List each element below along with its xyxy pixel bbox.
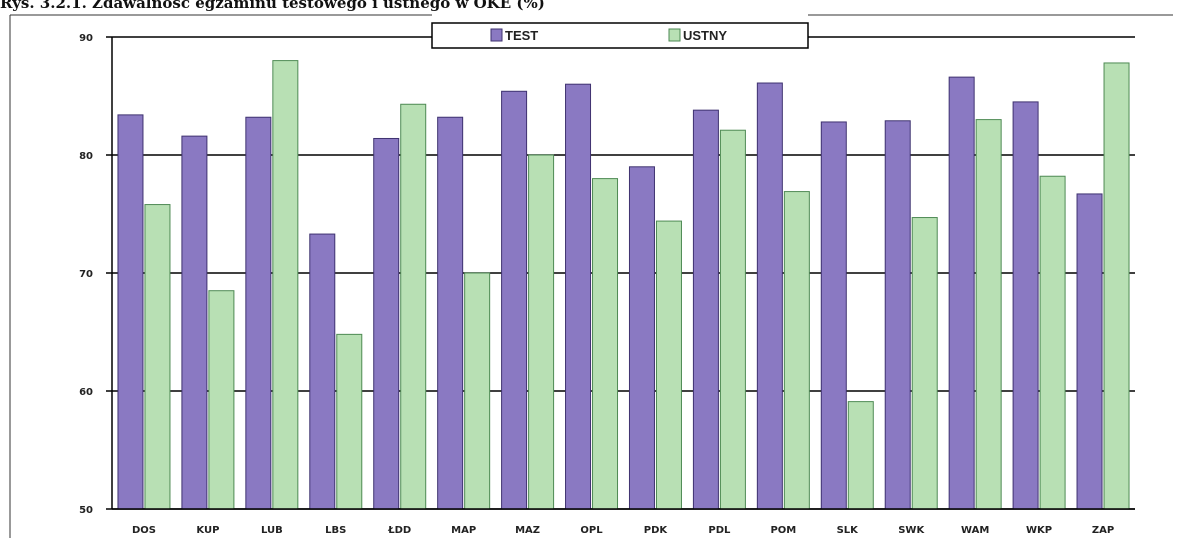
ustny-bar — [783, 191, 810, 510]
ustny-bar — [272, 60, 299, 510]
x-tick-label: LBS — [325, 525, 346, 536]
y-tick-label: 70 — [79, 269, 93, 280]
test-bar — [181, 135, 208, 510]
test-bar — [628, 166, 655, 510]
y-tick-label: 60 — [79, 387, 93, 398]
test-bar — [820, 121, 847, 510]
x-tick-label: POM — [770, 525, 796, 536]
ustny-bar — [592, 178, 619, 510]
test-bar — [884, 120, 911, 510]
ustny-bar — [144, 204, 171, 510]
x-tick-label: ZAP — [1092, 525, 1114, 536]
test-bar — [948, 76, 975, 510]
x-tick-label: LUB — [261, 525, 283, 536]
ustny-bar — [400, 103, 427, 510]
test-bar — [309, 233, 336, 510]
test-bar — [501, 90, 528, 510]
ustny-bar — [975, 119, 1002, 510]
ustny-bar — [1103, 62, 1130, 510]
x-tick-label: MAP — [451, 525, 476, 536]
x-tick-label: MAZ — [515, 525, 540, 536]
test-bar — [1012, 101, 1039, 510]
ustny-bar — [464, 272, 491, 510]
y-tick-label: 90 — [79, 33, 93, 44]
legend-label-ustny: USTNY — [683, 28, 727, 43]
test-bar — [373, 137, 400, 510]
legend-label-test: TEST — [505, 28, 538, 43]
test-bar — [1076, 193, 1103, 510]
test-bar — [117, 114, 144, 510]
test-bar — [756, 82, 783, 510]
y-tick-label: 50 — [79, 505, 93, 516]
ustny-bar — [655, 220, 682, 510]
x-tick-label: WAM — [961, 525, 989, 536]
test-bar — [437, 116, 464, 510]
test-bar — [245, 116, 272, 510]
x-tick-label: SLK — [837, 525, 860, 536]
ustny-bar — [336, 333, 363, 510]
legend-swatch-ustny — [668, 28, 681, 42]
x-tick-label: KUP — [196, 525, 219, 536]
test-bar — [565, 83, 592, 510]
x-tick-label: SWK — [898, 525, 925, 536]
x-tick-label: PDK — [644, 525, 669, 536]
ustny-bar — [847, 401, 874, 510]
legend-swatch-test — [490, 28, 503, 42]
ustny-bar — [528, 154, 555, 510]
ustny-bar — [911, 217, 938, 510]
x-tick-label: PDL — [708, 525, 731, 536]
ustny-bar — [719, 129, 746, 510]
test-bar — [692, 109, 719, 510]
legend-box — [431, 22, 809, 49]
x-tick-label: DOS — [132, 525, 156, 536]
ustny-bar — [208, 290, 235, 510]
x-tick-label: WKP — [1026, 525, 1052, 536]
y-tick-label: 80 — [79, 151, 93, 162]
ustny-bar — [1039, 175, 1066, 510]
figure-caption: Rys. 3.2.1. Zdawalność egzaminu testoweg… — [0, 0, 545, 12]
x-tick-label: OPL — [580, 525, 603, 536]
x-tick-label: ŁDD — [387, 525, 411, 536]
